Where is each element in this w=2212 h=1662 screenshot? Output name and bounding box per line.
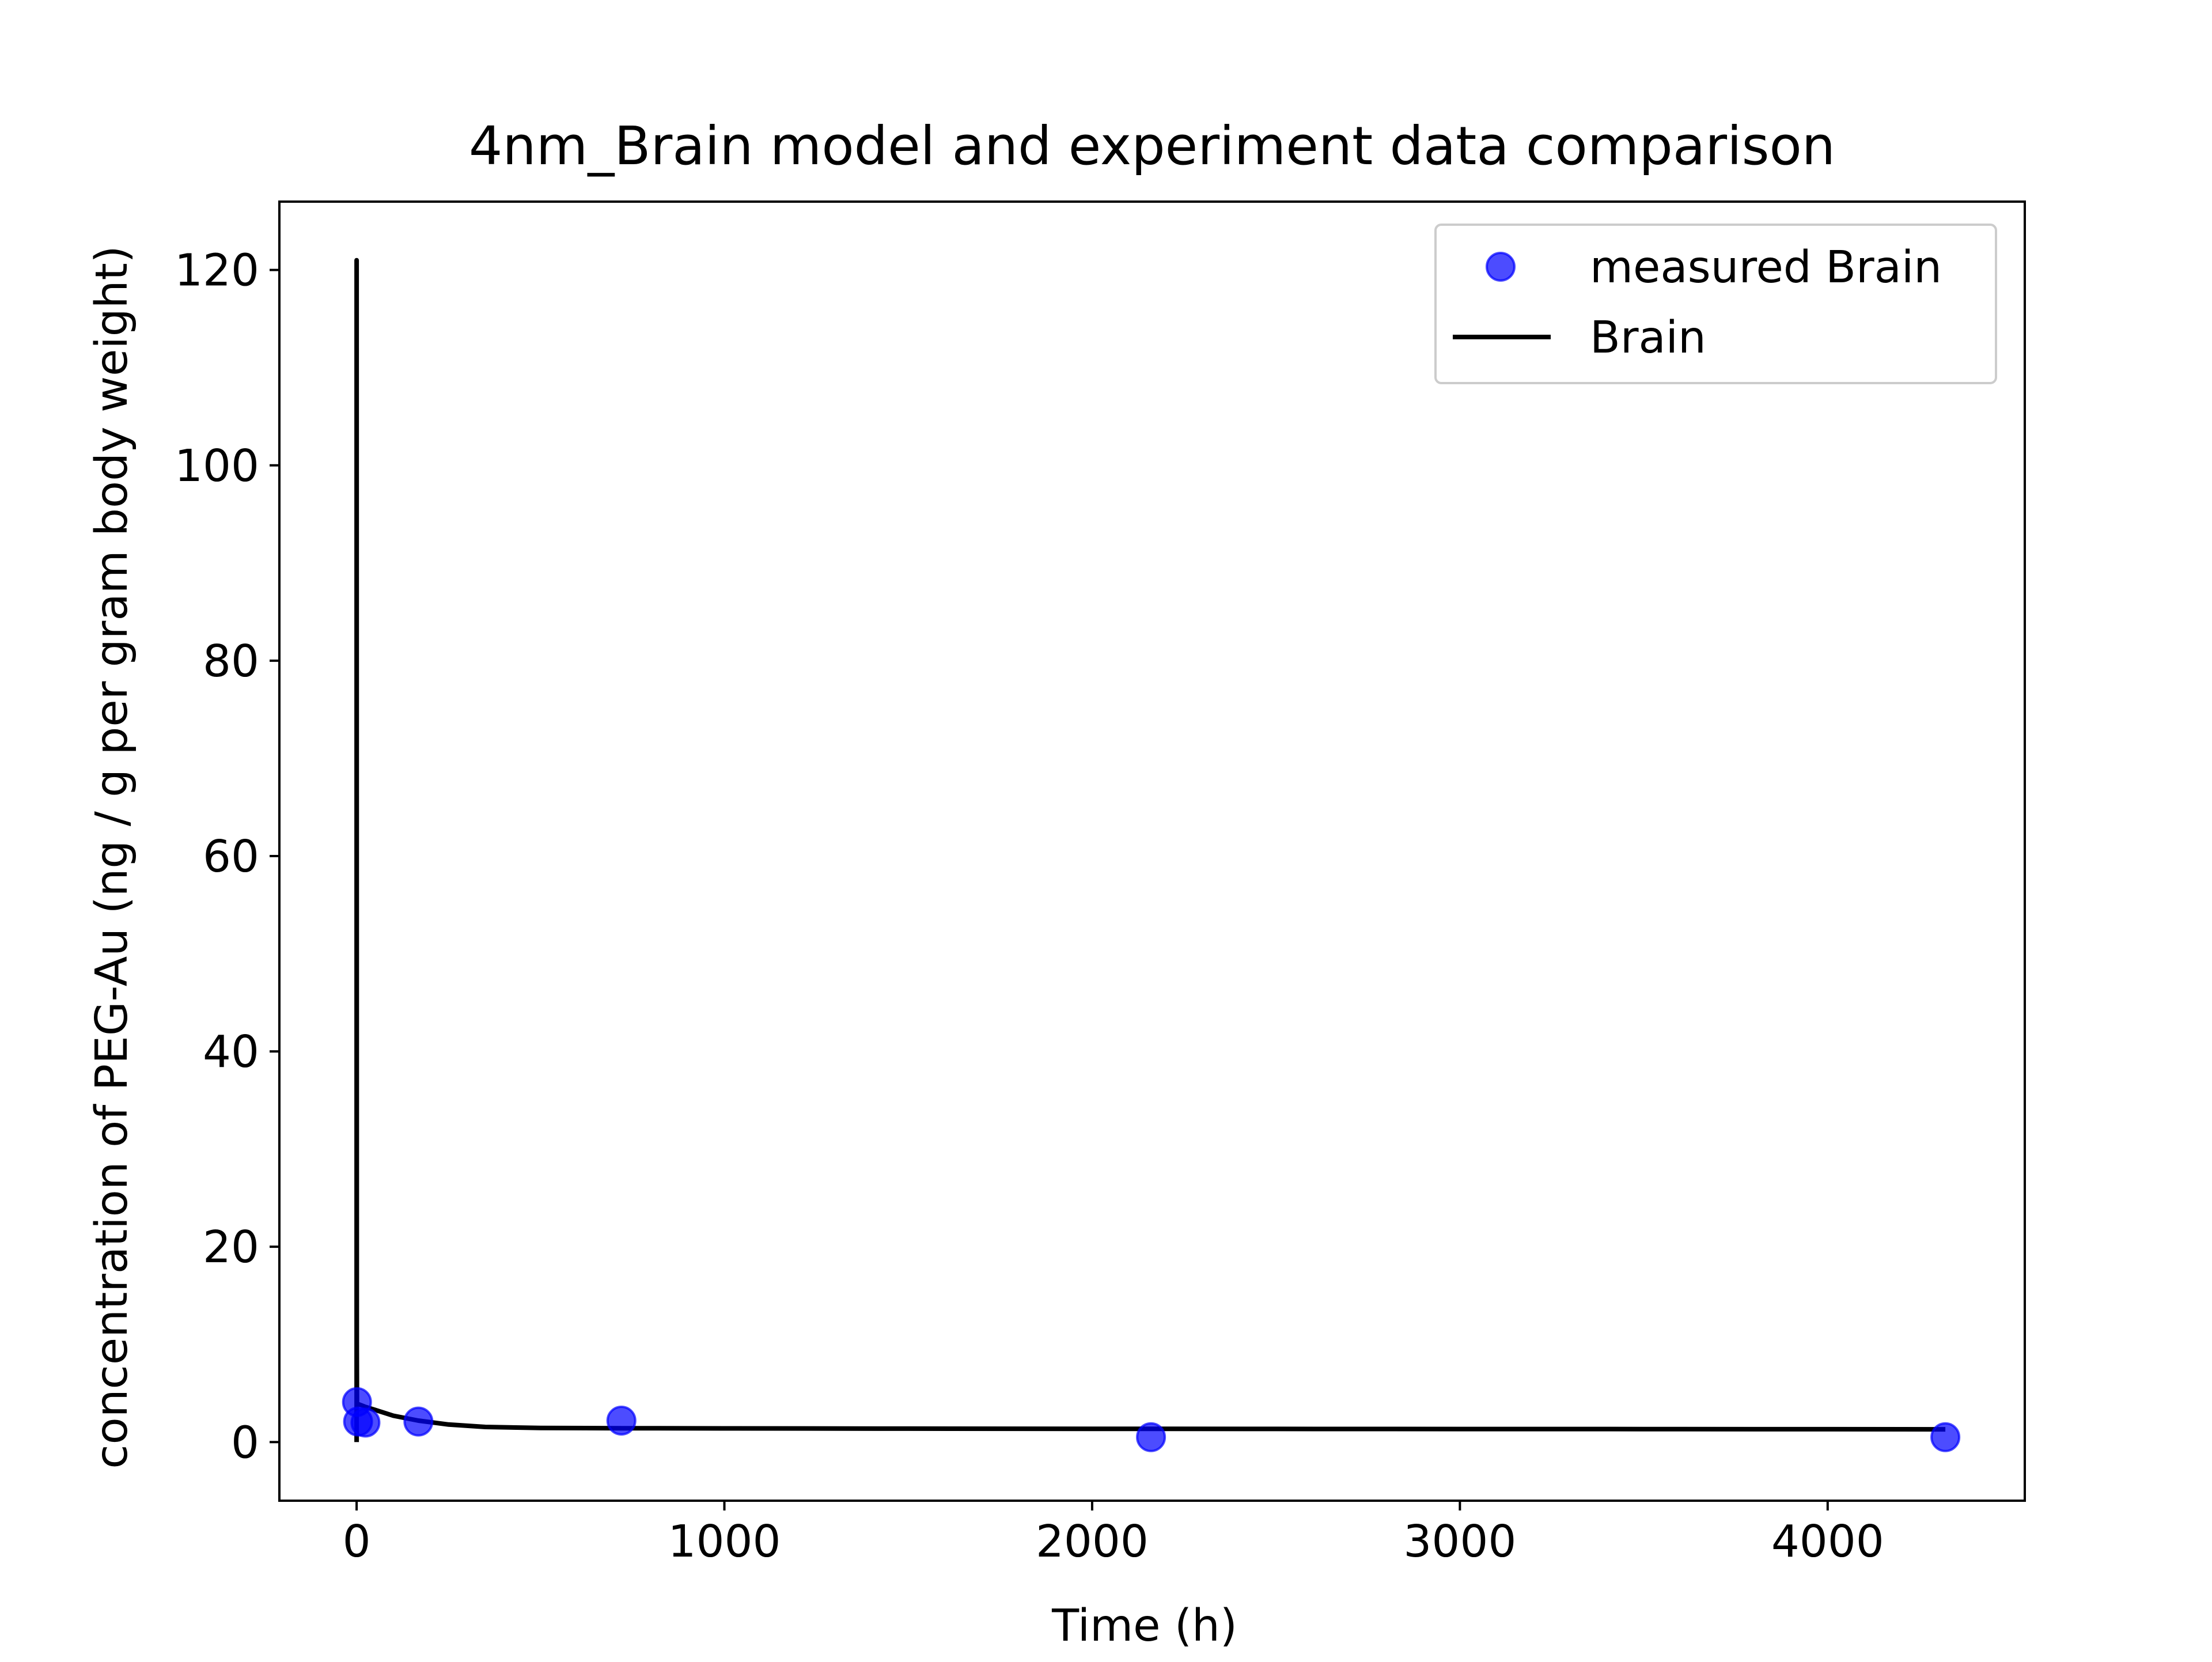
- x-axis-label: Time (h): [1051, 1600, 1237, 1652]
- x-tick-label: 2000: [1036, 1516, 1149, 1568]
- x-tick-label: 4000: [1771, 1516, 1884, 1568]
- x-tick-label: 1000: [668, 1516, 781, 1568]
- y-tick-label: 40: [203, 1027, 259, 1078]
- data-point-measured-brain: [403, 1406, 434, 1437]
- y-tick-label: 20: [203, 1222, 259, 1273]
- data-point-measured-brain: [1930, 1422, 1961, 1452]
- y-tick-label: 120: [175, 245, 259, 297]
- data-point-measured-brain: [350, 1407, 381, 1438]
- y-axis-label: concentration of PEG-Au (ng / g per gram…: [86, 245, 138, 1468]
- legend-label-brain: Brain: [1590, 312, 1706, 364]
- y-tick-label: 0: [231, 1417, 259, 1468]
- y-tick-label: 100: [175, 441, 259, 492]
- x-tick-label: 3000: [1403, 1516, 1516, 1568]
- y-tick-label: 80: [203, 636, 259, 687]
- legend-marker-measured-brain: [1486, 252, 1516, 282]
- y-tick-label: 60: [203, 831, 259, 883]
- plot-frame: [278, 200, 2026, 1502]
- chart-title: 4nm_Brain model and experiment data comp…: [469, 115, 1835, 177]
- data-point-measured-brain: [606, 1405, 637, 1436]
- legend-label-measured-brain: measured Brain: [1590, 242, 1942, 293]
- x-tick-label: 0: [343, 1516, 371, 1568]
- legend-box: [1434, 224, 1997, 384]
- data-point-measured-brain: [1136, 1422, 1166, 1452]
